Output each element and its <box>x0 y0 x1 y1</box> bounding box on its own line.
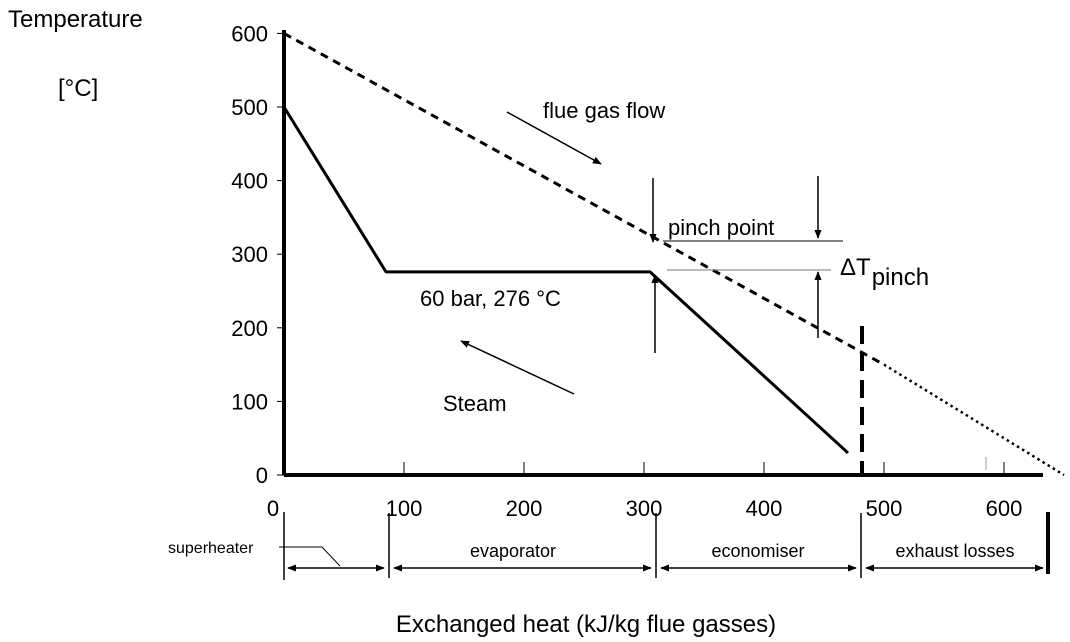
section-label-exhaust-losses: exhaust losses <box>895 541 1014 561</box>
x-tick-label: 300 <box>626 496 663 521</box>
y-tick-label: 100 <box>231 389 268 414</box>
flue-gas-arrow <box>506 111 602 165</box>
section-label-evaporator: evaporator <box>470 541 556 561</box>
exhaust-series <box>883 363 1065 477</box>
superheater-leader-line <box>279 546 341 567</box>
y-tick-label: 600 <box>231 21 268 46</box>
y-axis-label: Temperature <box>8 6 143 33</box>
x-tick-label: 100 <box>386 496 423 521</box>
y-tick-label: 400 <box>231 169 268 194</box>
flue-gas-flow-label: flue gas flow <box>543 98 665 123</box>
y-ticks: 0 100 200 300 400 500 600 <box>231 21 284 488</box>
x-ticks: 0 100 200 300 400 500 600 <box>267 462 1022 521</box>
y-axis-unit: [°C] <box>58 75 98 102</box>
y-tick-label: 0 <box>256 463 268 488</box>
y-tick-label: 500 <box>231 95 268 120</box>
section-label-economiser: economiser <box>711 541 804 561</box>
pinch-point-label: pinch point <box>668 215 774 240</box>
y-tick-label: 300 <box>231 242 268 267</box>
x-tick-label: 0 <box>267 496 279 521</box>
section-label-superheater: superheater <box>168 540 254 557</box>
steam-arrow <box>460 340 575 395</box>
delta-t-pinch-label: ΔTpinch <box>840 254 929 291</box>
x-tick-label: 200 <box>506 496 543 521</box>
steam-series <box>282 106 850 455</box>
y-tick-label: 200 <box>231 316 268 341</box>
evaporation-condition-label: 60 bar, 276 °C <box>420 286 561 311</box>
delta-t-symbol: ΔT <box>840 254 871 281</box>
steam-label: Steam <box>443 391 507 416</box>
series-layer <box>282 32 1065 477</box>
delta-t-subscript: pinch <box>872 264 929 291</box>
flue-gas-series <box>283 32 885 366</box>
x-axis-label: Exchanged heat (kJ/kg flue gasses) <box>396 611 776 638</box>
x-tick-label: 500 <box>866 496 903 521</box>
x-tick-label: 400 <box>746 496 783 521</box>
x-tick-label: 600 <box>986 496 1023 521</box>
